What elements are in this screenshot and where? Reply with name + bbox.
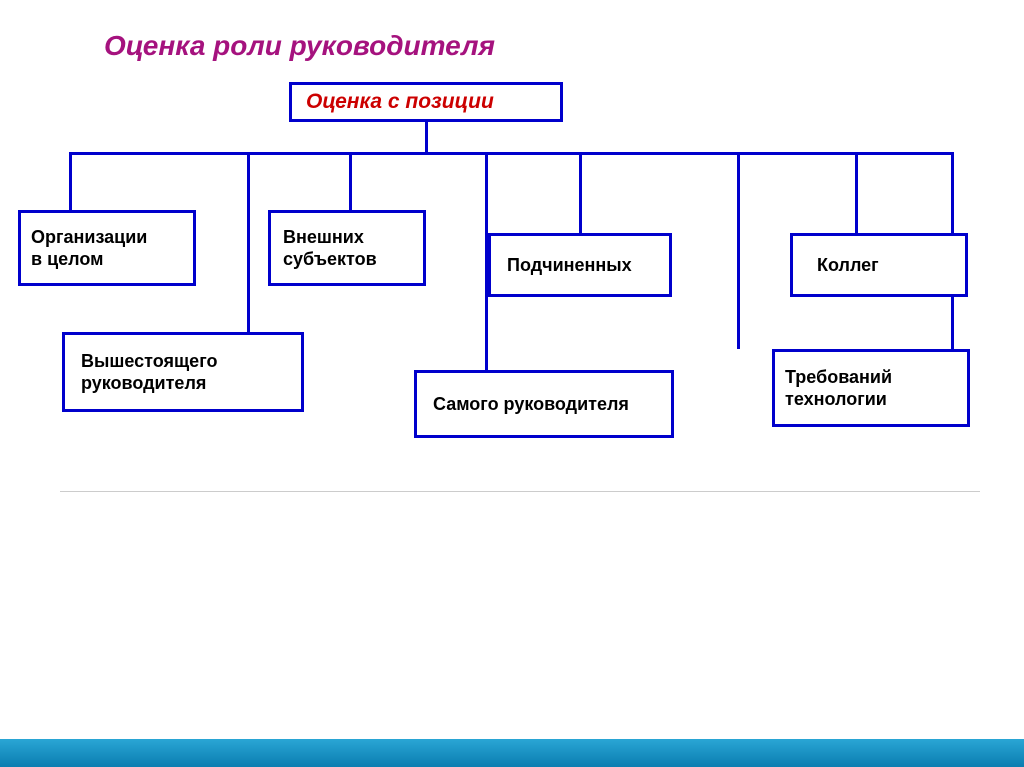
node-label: Коллег — [817, 254, 879, 277]
node-label: Требований технологии — [785, 366, 892, 411]
node-org: Организации в целом — [18, 210, 196, 286]
footer-bar — [0, 739, 1024, 767]
node-sub: Подчиненных — [488, 233, 672, 297]
section-divider — [60, 491, 980, 492]
node-label: Вышестоящего руководителя — [81, 350, 217, 395]
connector-line — [737, 152, 740, 349]
node-label: Самого руководителя — [433, 393, 629, 416]
connector-line — [425, 122, 428, 155]
page-title: Оценка роли руководителя — [104, 30, 495, 62]
connector-line — [855, 152, 858, 233]
node-label: Организации в целом — [31, 226, 147, 271]
connector-line — [247, 152, 250, 332]
node-sup: Вышестоящего руководителя — [62, 332, 304, 412]
node-label: Подчиненных — [507, 254, 632, 277]
node-label: Внешних субъектов — [283, 226, 377, 271]
root-node: Оценка с позиции — [289, 82, 563, 122]
root-node-label: Оценка с позиции — [306, 90, 494, 114]
connector-line — [579, 152, 582, 233]
connector-line — [69, 152, 72, 210]
connector-line — [349, 152, 352, 210]
connector-line — [69, 152, 954, 155]
node-col: Коллег — [790, 233, 968, 297]
node-self: Самого руководителя — [414, 370, 674, 438]
node-ext: Внешних субъектов — [268, 210, 426, 286]
node-tech: Требований технологии — [772, 349, 970, 427]
